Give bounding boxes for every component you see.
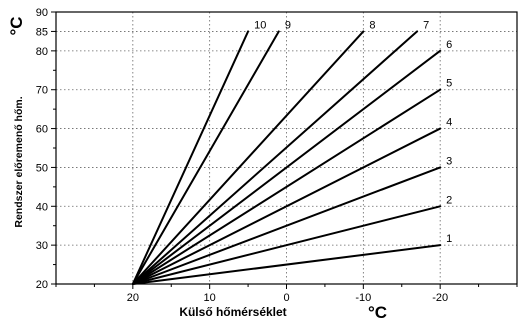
heating-curve-7 bbox=[131, 30, 419, 285]
x-axis-title: Külső hőmérséklet bbox=[179, 305, 286, 319]
y-tick-label: 85 bbox=[36, 26, 48, 38]
axis-ticks bbox=[51, 11, 518, 289]
y-tick-label: 60 bbox=[36, 124, 48, 136]
tick-labels: 20 10 0 -10 -20 20 30 40 50 60 70 80 85 90 1 2 3 4 5 6 7 8 9 10 bbox=[36, 7, 453, 304]
x-tick-label: 10 bbox=[204, 292, 216, 304]
y-tick-label: 40 bbox=[36, 201, 48, 213]
curve-label-9: 9 bbox=[285, 19, 291, 31]
heating-curve-4 bbox=[131, 127, 442, 285]
heating-curve-6 bbox=[131, 49, 442, 285]
curve-label-4: 4 bbox=[446, 117, 452, 129]
y-tick-label: 30 bbox=[36, 240, 48, 252]
curve-label-8: 8 bbox=[369, 19, 375, 31]
heating-curve-8 bbox=[131, 30, 365, 285]
y-tick-label: 70 bbox=[36, 85, 48, 97]
heating-curve-5 bbox=[131, 88, 442, 285]
x-tick-label: -20 bbox=[432, 292, 448, 304]
x-axis-unit: °C bbox=[368, 303, 387, 321]
y-tick-label: 80 bbox=[36, 46, 48, 58]
heating-curve-10 bbox=[131, 30, 250, 285]
x-tick-label: 0 bbox=[283, 292, 289, 304]
heating-curve-2 bbox=[131, 205, 442, 285]
curve-label-7: 7 bbox=[423, 19, 429, 31]
y-tick-label: 50 bbox=[36, 162, 48, 174]
heating-curve-3 bbox=[131, 166, 442, 285]
curve-label-1: 1 bbox=[446, 233, 452, 245]
y-axis-unit: °C bbox=[7, 16, 26, 35]
heating-curve-9 bbox=[131, 30, 280, 285]
y-axis-title: Rendszer előremenő hőm. bbox=[13, 96, 25, 227]
y-tick-label: 20 bbox=[36, 279, 48, 291]
curve-label-2: 2 bbox=[446, 194, 452, 206]
curves bbox=[131, 30, 442, 285]
curve-label-5: 5 bbox=[446, 78, 452, 90]
curve-label-3: 3 bbox=[446, 155, 452, 167]
x-tick-label: 20 bbox=[127, 292, 139, 304]
y-tick-label: 90 bbox=[36, 7, 48, 19]
x-tick-label: -10 bbox=[355, 292, 371, 304]
heating-curve-1 bbox=[131, 244, 442, 285]
curve-label-6: 6 bbox=[446, 39, 452, 51]
curve-label-10: 10 bbox=[254, 19, 266, 31]
